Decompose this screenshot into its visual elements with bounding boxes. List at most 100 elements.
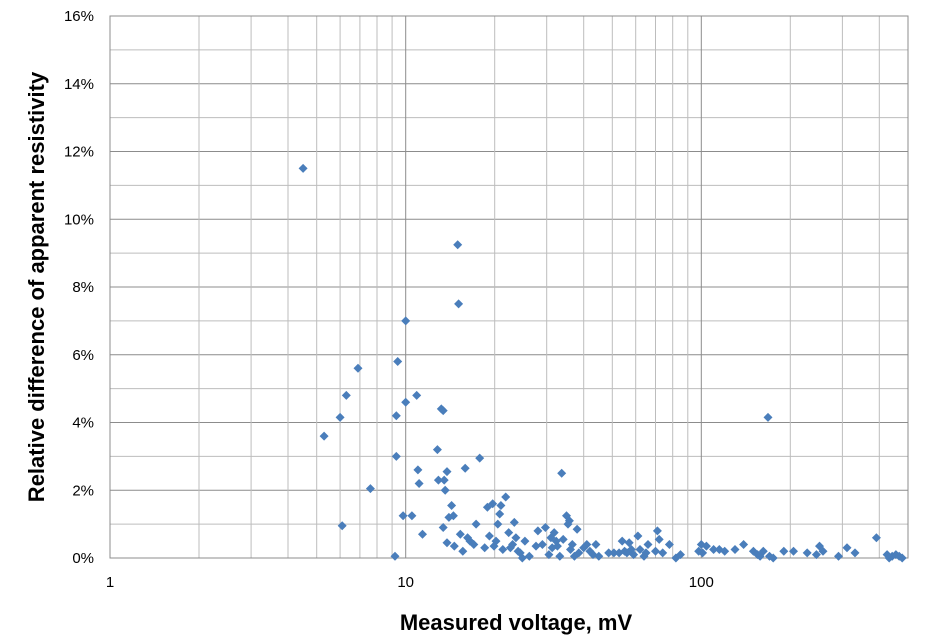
data-point <box>850 548 860 558</box>
data-point <box>709 545 719 554</box>
data-point <box>651 546 660 556</box>
data-point <box>698 548 708 558</box>
y-tick-label: 10% <box>64 211 94 228</box>
data-point <box>353 363 363 373</box>
data-point <box>391 411 401 421</box>
data-point <box>401 316 411 326</box>
data-point <box>811 550 821 560</box>
x-tick-label: 100 <box>689 574 714 591</box>
data-point <box>567 540 577 549</box>
data-point <box>438 523 448 532</box>
y-tick-label: 8% <box>72 279 94 296</box>
data-point <box>730 545 740 554</box>
y-tick-label: 0% <box>72 550 94 567</box>
data-point <box>341 390 351 400</box>
data-point <box>552 541 562 551</box>
data-point <box>609 548 619 558</box>
axis-tick-labels: 0% 2% 4% 6% 8% 10% 12% 14% 16% 1 10 100 <box>64 8 714 591</box>
data-point <box>701 541 711 551</box>
data-point <box>557 468 567 478</box>
y-tick-label: 2% <box>72 482 94 499</box>
data-point <box>390 551 400 561</box>
y-tick-label: 4% <box>72 415 94 432</box>
data-point <box>654 534 664 544</box>
data-point <box>298 163 308 173</box>
data-point <box>897 553 907 563</box>
data-point <box>676 550 685 560</box>
data-point <box>391 451 401 461</box>
data-point <box>511 533 521 543</box>
data-point <box>533 526 543 536</box>
data-point <box>439 475 449 485</box>
data-point <box>447 501 457 510</box>
data-point <box>504 528 514 538</box>
data-point <box>475 453 485 463</box>
data-point <box>582 540 592 549</box>
data-point <box>635 545 645 554</box>
data-point <box>448 511 458 521</box>
data-point <box>493 519 503 529</box>
data-point <box>802 548 812 558</box>
data-point <box>555 551 565 561</box>
data-point <box>574 548 584 558</box>
data-point <box>442 538 452 548</box>
data-point <box>768 553 778 563</box>
y-tick-label: 12% <box>64 144 94 161</box>
data-point <box>337 521 347 531</box>
data-point <box>438 406 448 416</box>
data-point <box>779 546 789 556</box>
data-point <box>432 445 442 455</box>
data-point <box>469 540 479 549</box>
data-point <box>549 528 559 538</box>
data-series <box>298 163 907 563</box>
x-tick-label: 10 <box>397 574 414 591</box>
data-point <box>414 479 424 488</box>
data-point <box>641 548 651 558</box>
data-point <box>501 492 511 502</box>
y-tick-label: 14% <box>64 76 94 93</box>
data-point <box>453 240 463 250</box>
data-point <box>789 546 798 556</box>
data-point <box>442 467 452 477</box>
data-point <box>498 545 508 554</box>
data-point <box>407 511 417 521</box>
x-axis-title: Measured voltage, mV <box>400 610 633 635</box>
data-point <box>531 541 541 551</box>
data-point <box>495 509 505 519</box>
data-point <box>471 519 481 529</box>
data-point <box>418 529 427 539</box>
plot-grid <box>109 15 909 559</box>
data-point <box>505 543 515 553</box>
data-point <box>540 523 550 532</box>
data-point <box>491 536 501 546</box>
data-point <box>412 390 422 400</box>
data-point <box>509 517 519 527</box>
data-point <box>633 531 643 541</box>
data-point <box>604 548 614 558</box>
data-point <box>537 540 547 549</box>
data-point <box>658 548 668 558</box>
data-point <box>652 526 662 536</box>
data-point <box>496 501 506 510</box>
data-point <box>720 546 730 556</box>
data-point <box>842 543 852 553</box>
data-point <box>413 465 423 475</box>
data-point <box>484 531 494 541</box>
data-point <box>564 516 574 526</box>
data-point <box>572 524 582 534</box>
data-point <box>433 475 443 485</box>
data-point <box>629 550 639 560</box>
data-point <box>401 397 411 407</box>
y-tick-label: 6% <box>72 347 94 364</box>
data-point <box>449 541 459 551</box>
data-point <box>763 412 773 422</box>
data-point <box>398 511 408 521</box>
data-point <box>617 536 627 546</box>
data-point <box>664 540 674 549</box>
data-point <box>460 463 470 473</box>
data-point <box>455 529 465 539</box>
y-axis-title: Relative difference of apparent resistiv… <box>24 71 49 502</box>
data-point <box>834 551 843 561</box>
data-point <box>458 546 468 556</box>
